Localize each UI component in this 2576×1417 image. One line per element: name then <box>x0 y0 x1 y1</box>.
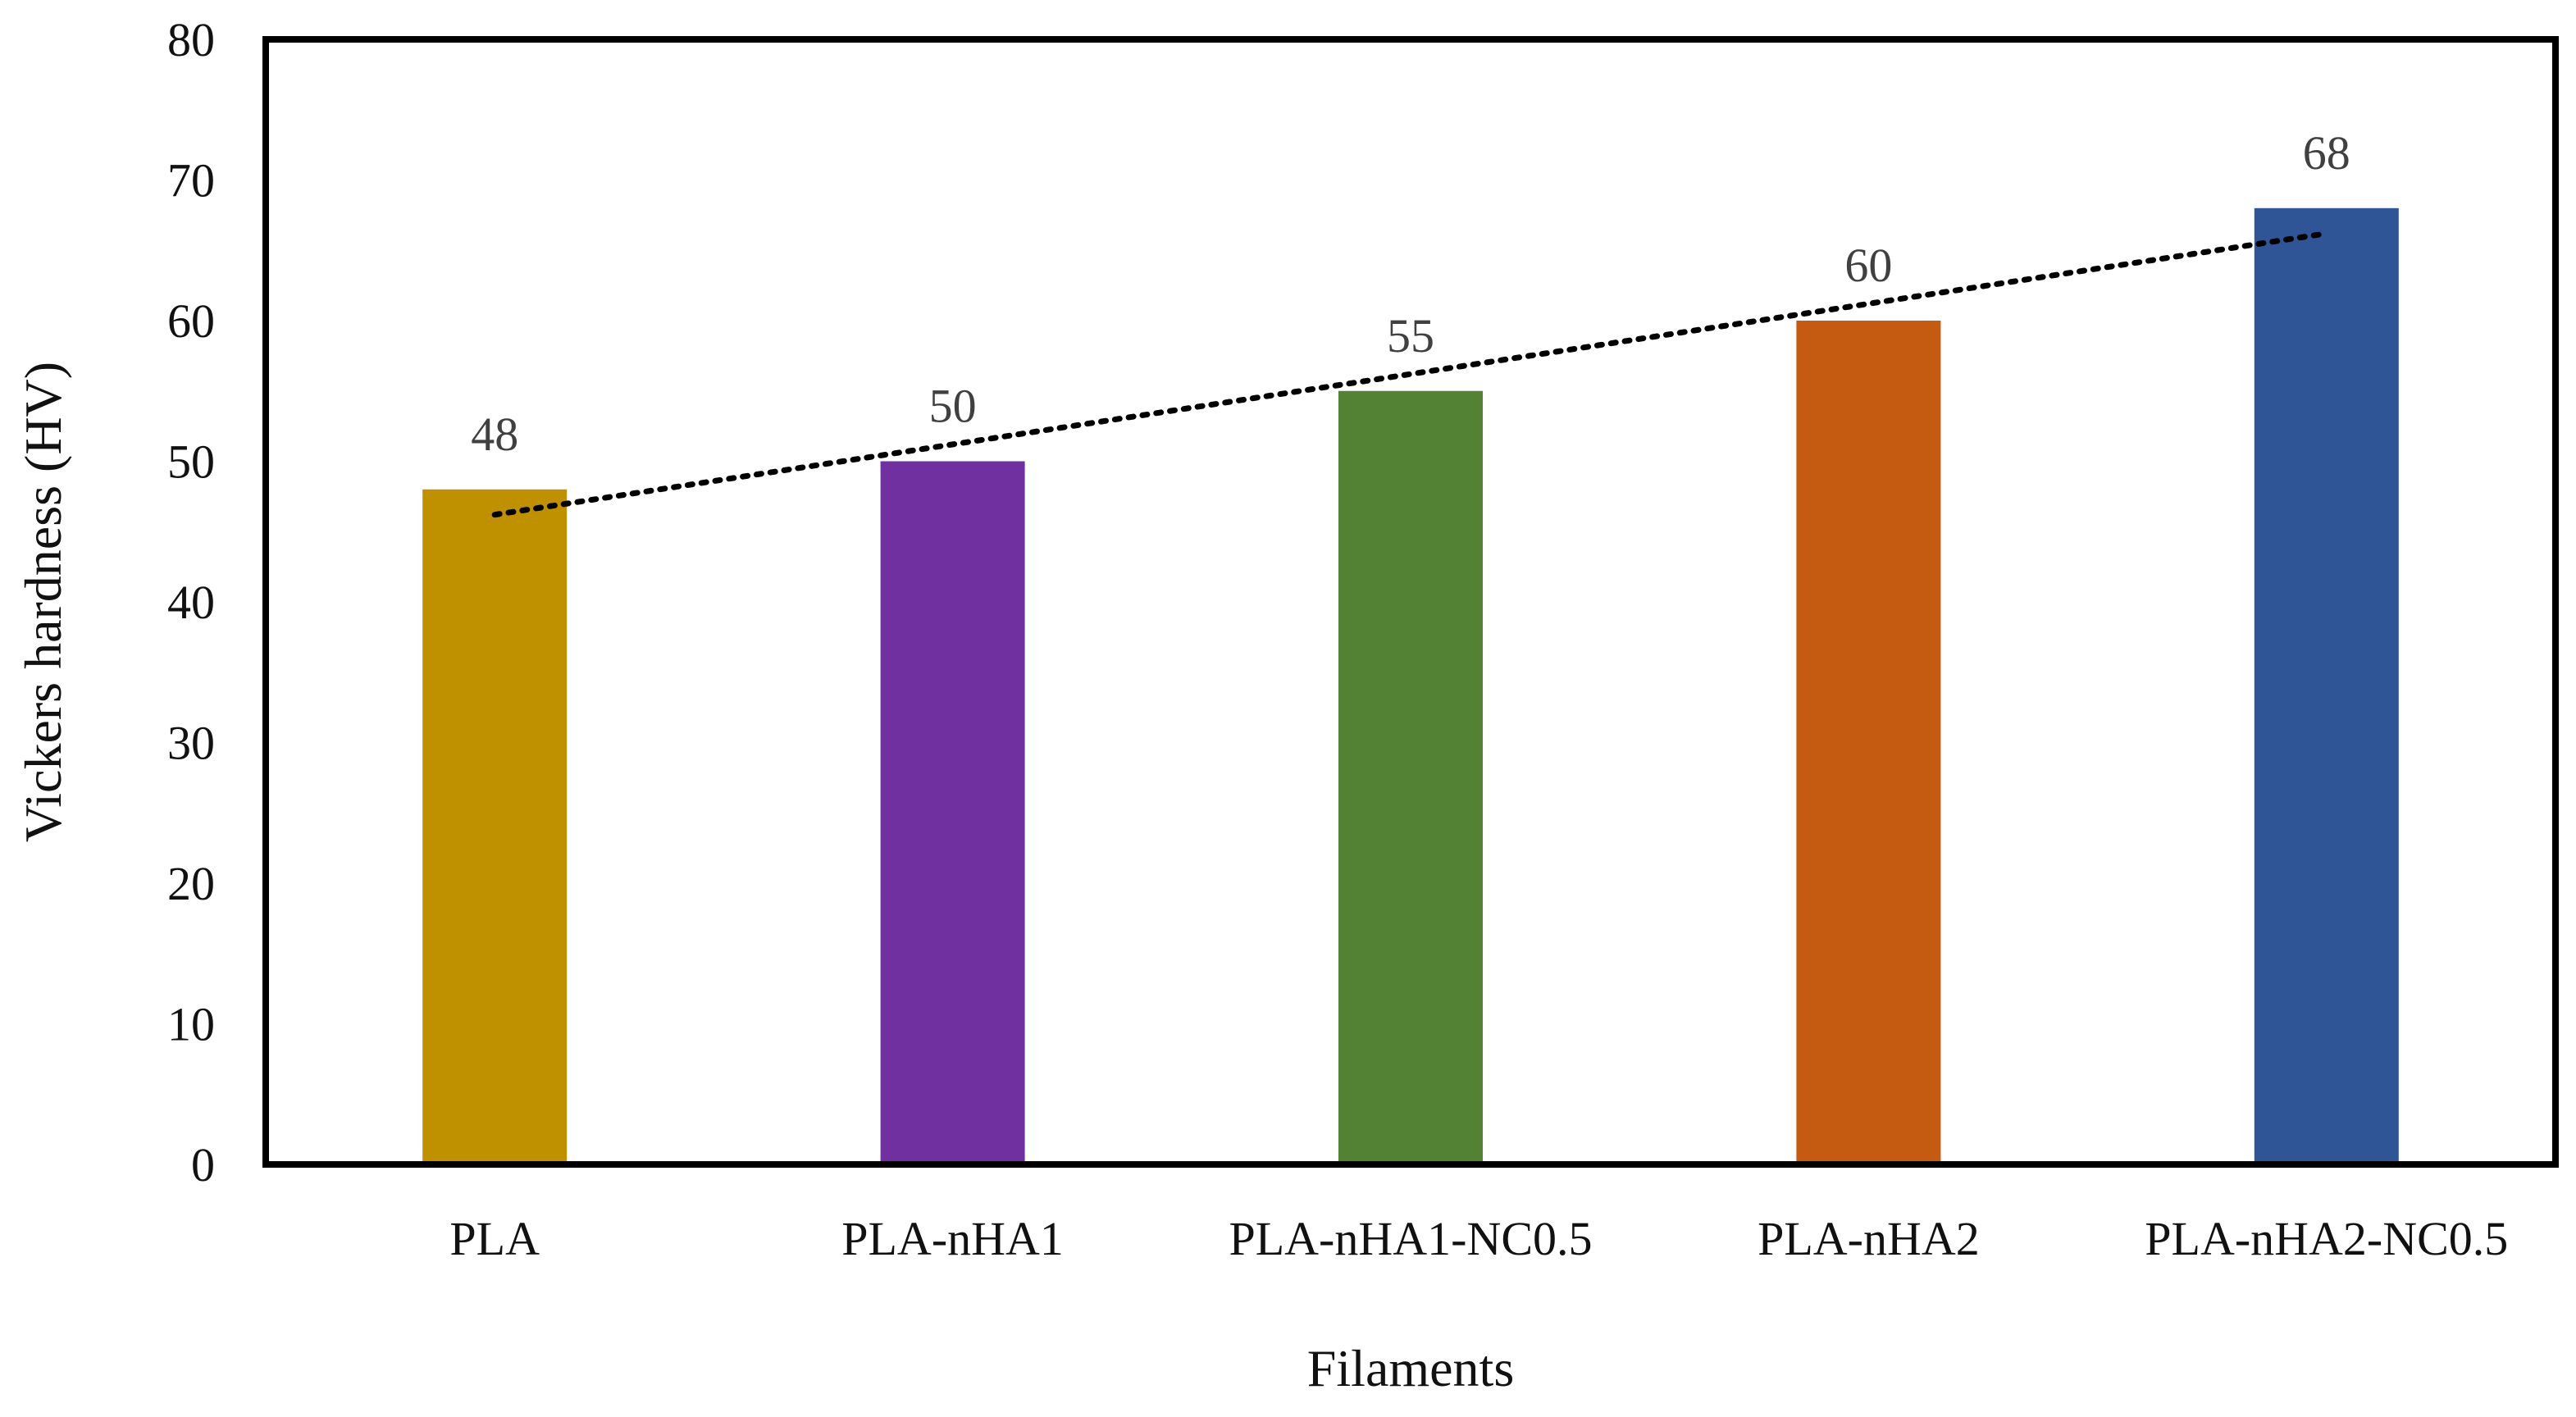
y-tick-label: 20 <box>167 857 215 910</box>
bar-pla-nha2 <box>1796 321 1941 1164</box>
x-tick-label: PLA-nHA1 <box>841 1212 1064 1265</box>
plot-area-frame <box>262 36 2559 1168</box>
trendline-group <box>491 230 2330 518</box>
y-tick-label: 10 <box>167 998 215 1051</box>
bar-pla-nha1 <box>880 461 1025 1164</box>
bars <box>422 207 2399 1164</box>
y-tick-label: 70 <box>167 154 215 207</box>
data-label: 48 <box>471 408 518 461</box>
bar-pla-nha1-nc0-5 <box>1338 390 1483 1164</box>
y-tick-label: 40 <box>167 576 215 629</box>
y-axis-ticks: 0 10 20 30 40 50 60 70 80 <box>167 13 215 1191</box>
data-label: 55 <box>1387 309 1434 362</box>
y-axis-title: Vickers hardness (HV) <box>14 362 72 842</box>
data-label: 68 <box>2303 126 2350 180</box>
x-tick-label: PLA-nHA1-NC0.5 <box>1229 1212 1592 1265</box>
x-tick-label: PLA <box>449 1212 540 1265</box>
y-tick-label: 80 <box>167 13 215 66</box>
bar-pla <box>422 489 568 1164</box>
y-tick-label: 30 <box>167 717 215 770</box>
data-labels: 48 50 55 60 68 <box>471 126 2350 461</box>
x-axis-title: Filaments <box>1307 1339 1514 1397</box>
data-label: 60 <box>1844 239 1892 292</box>
linear-trendline <box>491 230 2330 518</box>
x-tick-label: PLA-nHA2-NC0.5 <box>2145 1212 2508 1265</box>
y-tick-label: 60 <box>167 294 215 348</box>
bar-pla-nha2-nc0-5 <box>2254 207 2399 1164</box>
data-label: 50 <box>929 380 977 433</box>
y-tick-label: 0 <box>191 1138 215 1191</box>
y-tick-label: 50 <box>167 435 215 489</box>
x-tick-label: PLA-nHA2 <box>1758 1212 1980 1265</box>
x-axis-categories: PLA PLA-nHA1 PLA-nHA1-NC0.5 PLA-nHA2 PLA-nHA… <box>449 1212 2508 1265</box>
